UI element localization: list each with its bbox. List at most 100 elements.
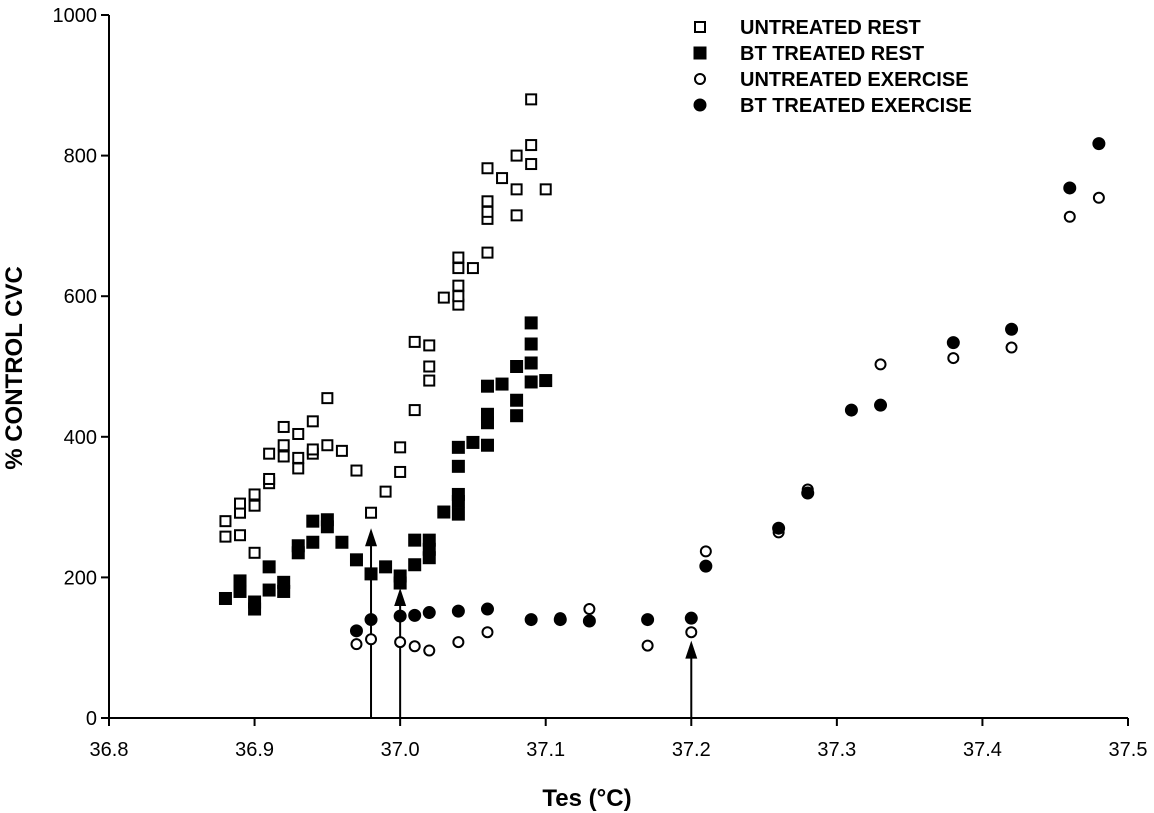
data-point xyxy=(218,591,232,605)
data-point xyxy=(423,374,436,387)
data-point xyxy=(379,485,392,498)
data-point xyxy=(583,603,596,616)
data-point xyxy=(248,499,261,512)
data-point xyxy=(408,404,421,417)
data-point xyxy=(394,441,407,454)
data-point xyxy=(451,487,465,501)
data-points xyxy=(218,93,1106,657)
data-point xyxy=(394,636,407,649)
data-point xyxy=(481,626,494,639)
y-tick-label: 600 xyxy=(64,286,97,308)
data-point xyxy=(262,583,276,597)
data-point xyxy=(772,521,786,535)
data-point xyxy=(408,558,422,572)
data-point xyxy=(393,609,407,623)
data-point xyxy=(277,420,290,433)
data-point xyxy=(408,608,422,622)
legend-marker xyxy=(693,98,707,112)
data-point xyxy=(263,472,276,485)
data-point xyxy=(393,569,407,583)
x-tick-label: 37.5 xyxy=(1109,739,1148,761)
data-point xyxy=(335,535,349,549)
data-point xyxy=(684,611,698,625)
data-point xyxy=(480,438,494,452)
y-tick-label: 400 xyxy=(64,427,97,449)
data-point xyxy=(423,644,436,657)
x-axis-title: Tes (°C) xyxy=(542,785,631,812)
data-point xyxy=(248,546,261,559)
legend: UNTREATED REST BT TREATED REST UNTREATED E… xyxy=(693,17,972,117)
data-point xyxy=(553,613,567,627)
x-tick-label: 36.8 xyxy=(90,739,129,761)
data-point xyxy=(539,183,552,196)
data-point xyxy=(481,246,494,259)
data-point xyxy=(277,450,290,463)
legend-marker xyxy=(694,21,706,33)
data-point xyxy=(365,506,378,519)
arrow-head xyxy=(685,640,698,659)
x-tick-label: 37.4 xyxy=(963,739,1002,761)
data-point xyxy=(699,559,713,573)
data-point xyxy=(539,374,553,388)
data-point xyxy=(321,439,334,452)
legend-marker xyxy=(694,73,706,85)
data-point xyxy=(350,464,363,477)
data-point xyxy=(437,291,450,304)
x-tick-label: 37.0 xyxy=(381,739,420,761)
data-point xyxy=(292,462,305,475)
data-point xyxy=(510,209,523,222)
series-bt-treated-rest xyxy=(218,316,553,616)
data-point xyxy=(306,443,319,456)
data-point xyxy=(277,439,290,452)
data-point xyxy=(466,262,479,275)
data-point xyxy=(510,360,524,373)
data-point xyxy=(495,377,509,391)
data-point xyxy=(234,529,247,542)
x-tick-label: 37.1 xyxy=(526,739,565,761)
data-point xyxy=(248,595,262,609)
axis-ticks: 36.8 36.9 37.0 37.1 37.2 37.3 37.4 37.5 0 200 400 6… xyxy=(53,5,1148,761)
data-point xyxy=(525,139,538,152)
y-axis-title: % CONTROL CVC xyxy=(1,266,28,470)
y-tick-label: 1000 xyxy=(53,5,98,27)
data-point xyxy=(685,626,698,639)
data-point xyxy=(1005,341,1018,354)
data-point xyxy=(292,427,305,440)
data-point xyxy=(321,392,334,405)
data-point xyxy=(248,488,261,501)
x-tick-label: 37.3 xyxy=(817,739,856,761)
data-point xyxy=(524,613,538,627)
data-point xyxy=(364,613,378,627)
data-point xyxy=(452,636,465,649)
y-tick-label: 200 xyxy=(64,567,97,589)
data-point xyxy=(291,539,305,553)
legend-label: BT TREATED EXERCISE xyxy=(740,95,972,117)
data-point xyxy=(1005,322,1019,336)
data-point xyxy=(452,251,465,264)
data-point xyxy=(524,337,538,351)
data-point xyxy=(364,567,378,581)
data-point xyxy=(219,530,232,543)
data-point xyxy=(874,358,887,371)
data-point xyxy=(452,279,465,292)
data-point xyxy=(277,575,291,589)
data-point xyxy=(480,379,494,393)
data-point xyxy=(641,639,654,652)
data-point xyxy=(699,545,712,558)
arrow-head xyxy=(365,528,378,547)
data-point xyxy=(510,149,523,162)
data-point xyxy=(481,162,494,175)
data-point xyxy=(234,497,247,510)
y-tick-label: 800 xyxy=(64,146,97,168)
data-point xyxy=(582,614,596,628)
data-point xyxy=(496,172,509,185)
data-point xyxy=(1092,137,1106,151)
data-point xyxy=(262,560,276,574)
data-point xyxy=(874,398,888,412)
data-point xyxy=(451,459,465,473)
series-bt-treated-exercise xyxy=(349,137,1106,638)
data-point xyxy=(524,316,538,330)
data-point xyxy=(437,505,451,519)
data-point xyxy=(480,407,494,421)
